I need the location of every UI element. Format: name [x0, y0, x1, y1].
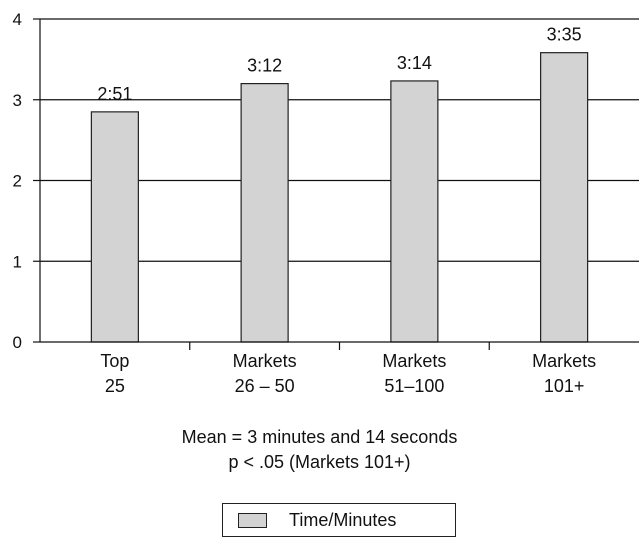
bar-2	[390, 80, 439, 343]
x-tick-label-2-0: Markets	[382, 351, 446, 371]
bar-chart: 0 1 2 3 4 Top 25 Markets 26 – 50 Markets 51–100 Ma…	[13, 10, 639, 396]
data-labels: 2:51 3:12 3:14 3:35	[97, 25, 581, 104]
x-tick-labels: Top 25 Markets 26 – 50 Markets 51–100 Markets 1…	[100, 351, 596, 396]
x-tick-label-1-1: 26 – 50	[235, 376, 295, 396]
legend: Time/Minutes	[222, 503, 456, 537]
x-tick-label-0-1: 25	[105, 376, 125, 396]
bar-0	[90, 111, 139, 343]
y-tick-label-4: 4	[13, 10, 22, 29]
mean-note: Mean = 3 minutes and 14 seconds	[181, 427, 458, 447]
x-tick-label-1-0: Markets	[233, 351, 297, 371]
x-tick-label-0-0: Top	[100, 351, 129, 371]
legend-label: Time/Minutes	[289, 510, 397, 530]
significance-note: p < .05 (Markets 101+)	[228, 452, 411, 472]
x-tick-label-3-0: Markets	[532, 351, 596, 371]
data-label-2: 3:14	[397, 53, 432, 73]
data-label-3: 3:35	[547, 25, 582, 45]
y-tick-label-3: 3	[13, 91, 22, 110]
y-tick-label-0: 0	[13, 333, 22, 352]
axes	[33, 18, 639, 350]
bar-1	[240, 82, 289, 343]
x-tick-label-2-1: 51–100	[384, 376, 444, 396]
legend-swatch	[238, 513, 267, 528]
y-tick-label-2: 2	[13, 172, 22, 191]
bar-3	[540, 52, 589, 343]
gridlines	[40, 18, 639, 262]
y-tick-labels: 0 1 2 3 4	[13, 10, 22, 352]
y-tick-label-1: 1	[13, 252, 22, 271]
data-label-1: 3:12	[247, 56, 282, 76]
bars	[90, 52, 589, 343]
data-label-0: 2:51	[97, 84, 132, 104]
x-tick-label-3-1: 101+	[544, 376, 585, 396]
